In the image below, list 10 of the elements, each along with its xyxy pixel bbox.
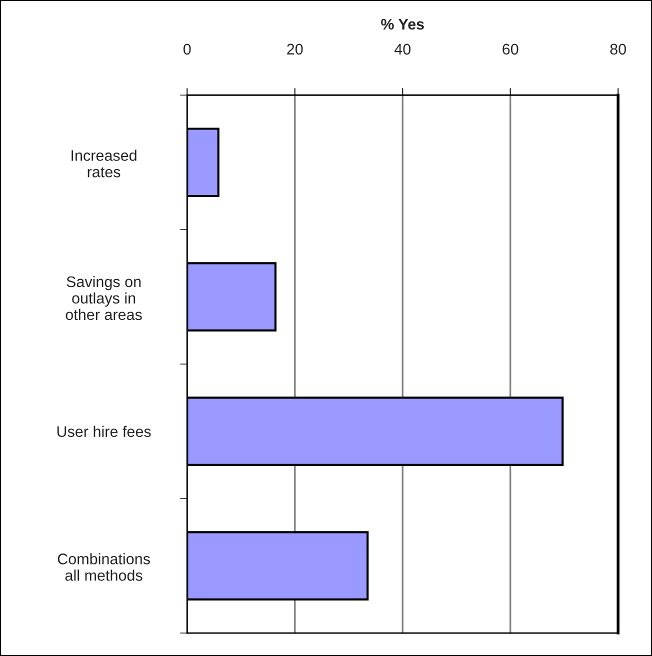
y-tick-label: Increased rates — [72, 150, 136, 178]
x-axis-title: % Yes — [381, 18, 424, 30]
x-tick-label: 0 — [183, 44, 191, 55]
x-tick-label: 40 — [394, 44, 411, 55]
x-tick-label: 60 — [502, 44, 518, 55]
y-tick-label: User hire fees — [57, 426, 151, 438]
y-tick-label: Combinations all methods — [58, 553, 150, 581]
x-tick-label: 20 — [287, 44, 303, 55]
y-tick-label: Savings on outlays in other areas — [66, 276, 142, 320]
x-tick-label: 80 — [610, 44, 626, 55]
